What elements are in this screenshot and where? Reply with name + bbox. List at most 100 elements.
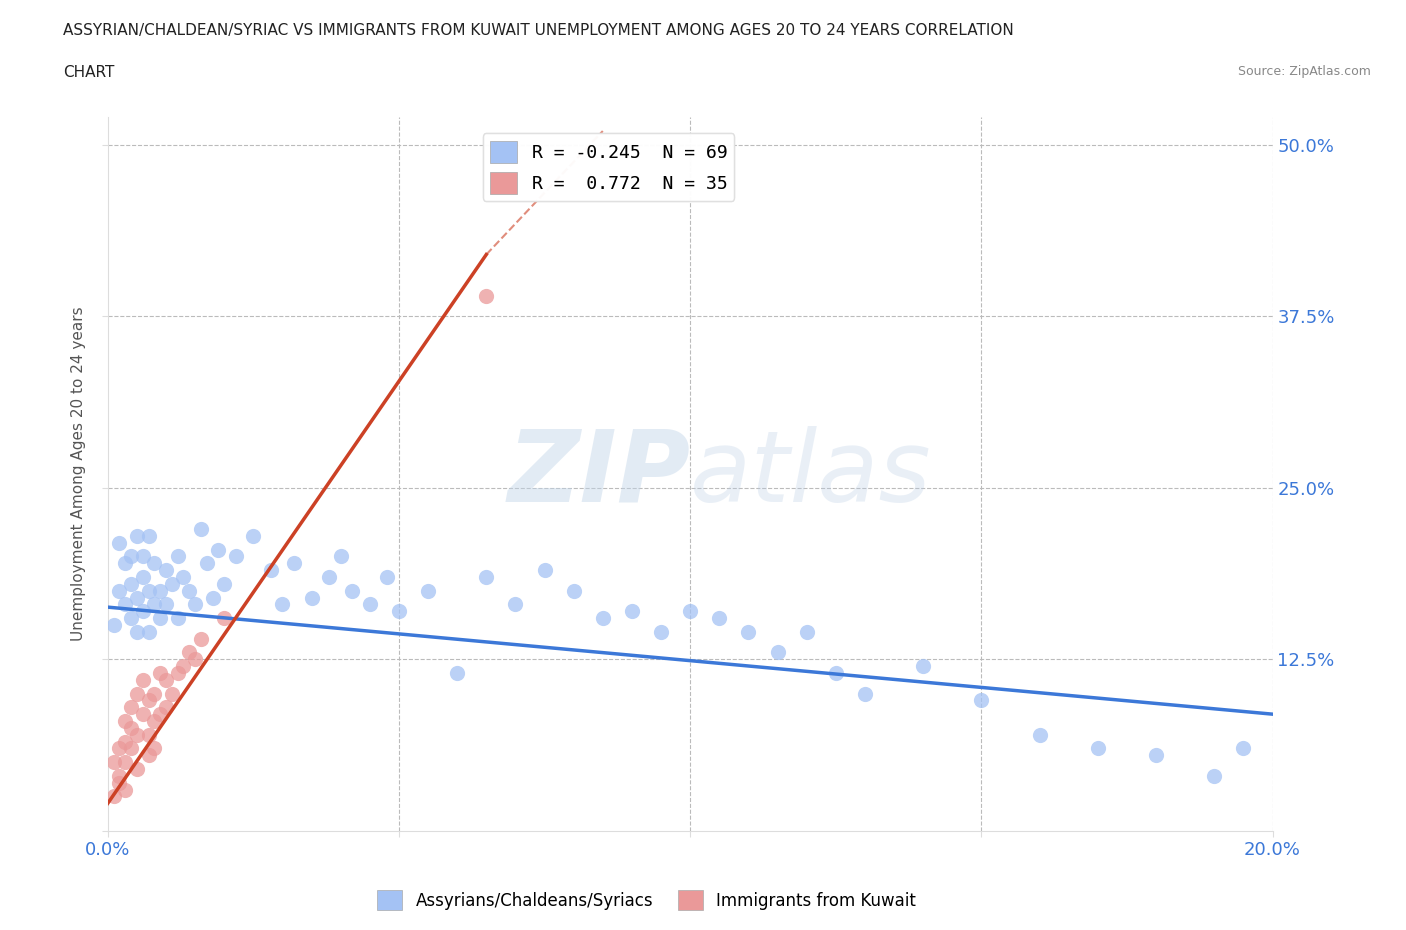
Point <box>114 713 136 728</box>
Point <box>679 604 702 618</box>
Text: atlas: atlas <box>690 426 932 523</box>
Point <box>329 549 352 564</box>
Point <box>172 569 194 584</box>
Point <box>108 535 131 550</box>
Point <box>120 721 142 736</box>
Point <box>132 569 155 584</box>
Point <box>155 672 177 687</box>
Point <box>125 762 148 777</box>
Point <box>103 755 125 770</box>
Point <box>912 658 935 673</box>
Point <box>446 666 468 681</box>
Point <box>103 618 125 632</box>
Point <box>212 577 235 591</box>
Legend: Assyrians/Chaldeans/Syriacs, Immigrants from Kuwait: Assyrians/Chaldeans/Syriacs, Immigrants … <box>371 884 922 917</box>
Point <box>138 727 160 742</box>
Point <box>114 755 136 770</box>
Point <box>114 556 136 571</box>
Point <box>114 734 136 749</box>
Point <box>114 597 136 612</box>
Point <box>970 693 993 708</box>
Point <box>108 776 131 790</box>
Point <box>132 604 155 618</box>
Point <box>108 741 131 756</box>
Point <box>125 624 148 639</box>
Point <box>359 597 381 612</box>
Point <box>416 583 439 598</box>
Point <box>143 686 166 701</box>
Point <box>143 597 166 612</box>
Point <box>120 741 142 756</box>
Point <box>242 528 264 543</box>
Point <box>120 700 142 715</box>
Point <box>125 686 148 701</box>
Point <box>132 672 155 687</box>
Point <box>120 549 142 564</box>
Point <box>201 591 224 605</box>
Point <box>120 611 142 626</box>
Point <box>166 611 188 626</box>
Point <box>166 549 188 564</box>
Point <box>172 658 194 673</box>
Point <box>120 577 142 591</box>
Point <box>125 727 148 742</box>
Point <box>138 583 160 598</box>
Point <box>160 577 183 591</box>
Point <box>475 569 498 584</box>
Point <box>1028 727 1050 742</box>
Point <box>155 597 177 612</box>
Point <box>138 624 160 639</box>
Point <box>184 597 207 612</box>
Point <box>620 604 643 618</box>
Point <box>138 693 160 708</box>
Point <box>125 528 148 543</box>
Point <box>212 611 235 626</box>
Point <box>155 563 177 578</box>
Point <box>853 686 876 701</box>
Point <box>184 652 207 667</box>
Point <box>533 563 555 578</box>
Point <box>592 611 614 626</box>
Point <box>388 604 411 618</box>
Point <box>475 288 498 303</box>
Point <box>375 569 398 584</box>
Point <box>160 686 183 701</box>
Y-axis label: Unemployment Among Ages 20 to 24 years: Unemployment Among Ages 20 to 24 years <box>72 307 86 642</box>
Legend: R = -0.245  N = 69, R =  0.772  N = 35: R = -0.245 N = 69, R = 0.772 N = 35 <box>482 134 734 201</box>
Point <box>709 611 731 626</box>
Point <box>737 624 759 639</box>
Point <box>149 583 172 598</box>
Point <box>132 549 155 564</box>
Point <box>166 666 188 681</box>
Point <box>103 789 125 804</box>
Text: Source: ZipAtlas.com: Source: ZipAtlas.com <box>1237 65 1371 78</box>
Point <box>260 563 283 578</box>
Point <box>225 549 247 564</box>
Point <box>179 583 201 598</box>
Point <box>179 645 201 660</box>
Point <box>190 522 212 537</box>
Point <box>824 666 846 681</box>
Point <box>125 591 148 605</box>
Point <box>796 624 818 639</box>
Point <box>108 768 131 783</box>
Point <box>114 782 136 797</box>
Point <box>1087 741 1109 756</box>
Point <box>1232 741 1254 756</box>
Point <box>650 624 672 639</box>
Point <box>143 741 166 756</box>
Point <box>283 556 305 571</box>
Text: CHART: CHART <box>63 65 115 80</box>
Point <box>155 700 177 715</box>
Text: ZIP: ZIP <box>508 426 690 523</box>
Point <box>271 597 294 612</box>
Point <box>1204 768 1226 783</box>
Point <box>149 707 172 722</box>
Point <box>318 569 340 584</box>
Point <box>190 631 212 646</box>
Point <box>138 748 160 763</box>
Point <box>1144 748 1167 763</box>
Point <box>108 583 131 598</box>
Point <box>138 528 160 543</box>
Point <box>342 583 364 598</box>
